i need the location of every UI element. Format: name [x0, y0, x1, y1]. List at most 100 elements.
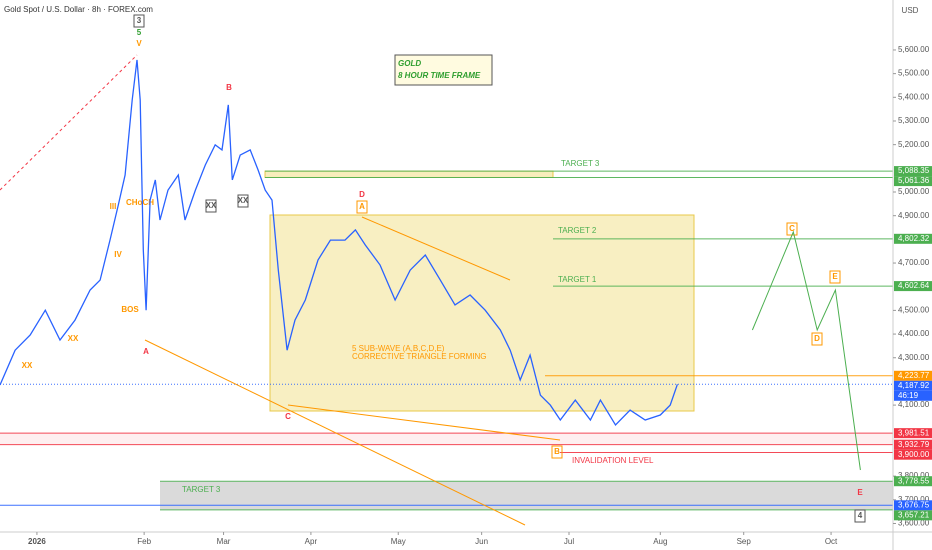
- y-tick-label: 4,700.00: [898, 258, 930, 267]
- y-tick-label: 5,400.00: [898, 92, 930, 101]
- price-label: 4,602.64: [898, 281, 930, 290]
- wave-label: 3: [137, 16, 142, 25]
- wave-label: 4: [858, 511, 863, 520]
- y-tick-label: 5,000.00: [898, 187, 930, 196]
- x-tick-label: Feb: [137, 537, 151, 546]
- wave-label: 5: [137, 28, 142, 37]
- price-label-box: [894, 166, 932, 177]
- y-tick-label: 3,600.00: [898, 519, 930, 528]
- wave-box: [829, 270, 841, 284]
- chart-title: Gold Spot / U.S. Dollar · 8h · FOREX.com: [4, 5, 153, 14]
- wave-box: [551, 445, 563, 459]
- wave-label: A: [143, 347, 149, 356]
- wave-label: E: [832, 272, 838, 281]
- countdown-box: [894, 390, 932, 401]
- price-label: 4,187.92: [898, 381, 930, 390]
- price-label: 3,900.00: [898, 450, 930, 459]
- wave-label: B: [226, 83, 232, 92]
- target-zone: [264, 170, 554, 178]
- x-tick-label: May: [391, 537, 406, 546]
- price-label-box: [894, 176, 932, 187]
- wave-label: CHoCH: [126, 198, 154, 207]
- price-label: 3,932.79: [898, 440, 930, 449]
- note-box: [394, 54, 493, 86]
- projection-line: [751, 230, 861, 471]
- x-tick-label: Jul: [564, 537, 574, 546]
- trend-line: [0, 54, 138, 191]
- countdown: 46:19: [898, 391, 919, 400]
- x-tick-label: Apr: [305, 537, 318, 546]
- x-tick-label: Mar: [217, 537, 231, 546]
- wave-label: C: [285, 412, 291, 421]
- wave-label: B: [554, 447, 560, 456]
- y-tick-label: 4,100.00: [898, 400, 930, 409]
- wave-box: [854, 509, 866, 523]
- price-label-box: [894, 370, 932, 381]
- price-label-box: [894, 510, 932, 521]
- annotation: TARGET 2: [558, 226, 597, 235]
- price-label: 3,778.55: [898, 476, 930, 485]
- x-tick-label: Aug: [653, 537, 667, 546]
- x-tick-label: Sep: [737, 537, 752, 546]
- wave-label: E: [857, 488, 863, 497]
- wave-label: XX: [22, 361, 33, 370]
- invalidation-zone: [0, 433, 893, 445]
- price-label: 5,061.36: [898, 176, 930, 185]
- annotation: 8 HOUR TIME FRAME: [398, 71, 481, 80]
- annotation: INVALIDATION LEVEL: [572, 456, 654, 465]
- wave-label: D: [814, 334, 820, 343]
- wave-label: A: [359, 202, 365, 211]
- y-tick-label: 4,500.00: [898, 306, 930, 315]
- price-label-box: [894, 476, 932, 487]
- price-label-box: [894, 449, 932, 460]
- y-tick-label: 5,200.00: [898, 140, 930, 149]
- wave-label: XX: [238, 196, 249, 205]
- price-label: 3,981.51: [898, 428, 930, 437]
- price-label: 3,676.75: [898, 500, 930, 509]
- y-tick-label: 3,700.00: [898, 495, 930, 504]
- annotation: CORRECTIVE TRIANGLE FORMING: [352, 352, 487, 361]
- x-tick-label: Oct: [825, 537, 838, 546]
- wave-label: XX: [206, 201, 217, 210]
- y-tick-label: 5,500.00: [898, 69, 930, 78]
- wave-box: [205, 199, 217, 213]
- annotation: TARGET 3: [182, 485, 221, 494]
- wave-label: BOS: [121, 305, 139, 314]
- price-label: 5,088.35: [898, 166, 930, 175]
- wave-label: V: [136, 39, 142, 48]
- y-tick-label: 4,400.00: [898, 329, 930, 338]
- price-label: 4,802.32: [898, 234, 930, 243]
- price-label: 4,223.77: [898, 371, 930, 380]
- y-tick-label: 4,900.00: [898, 211, 930, 220]
- wave-box: [237, 194, 249, 208]
- y-tick-label: 3,800.00: [898, 471, 930, 480]
- wave-label: C: [789, 224, 795, 233]
- price-label-box: [894, 233, 932, 244]
- price-label-box: [894, 281, 932, 292]
- trend-line: [287, 404, 561, 441]
- wave-box: [811, 332, 823, 346]
- wave-box: [133, 14, 145, 28]
- wave-label: XX: [68, 334, 79, 343]
- x-tick-label: Jun: [475, 537, 488, 546]
- wave-label: IV: [114, 250, 122, 259]
- price-label-box: [894, 428, 932, 439]
- price-label-box: [894, 500, 932, 511]
- wave-box: [356, 200, 368, 214]
- x-tick-label: 2026: [28, 537, 46, 546]
- price-label-box: [894, 380, 932, 391]
- y-tick-label: 5,600.00: [898, 45, 930, 54]
- trend-line: [144, 339, 526, 526]
- wave-label: D: [359, 190, 365, 199]
- price-label-box: [894, 439, 932, 450]
- price-label: 3,657.21: [898, 510, 930, 519]
- price-line-series: [0, 59, 679, 427]
- y-tick-label: 5,300.00: [898, 116, 930, 125]
- annotation: GOLD: [398, 59, 421, 68]
- trend-line: [361, 216, 511, 281]
- annotation: TARGET 1: [558, 275, 597, 284]
- axis-unit: USD: [902, 6, 919, 15]
- annotation: 5 SUB-WAVE (A,B,C,D,E): [352, 344, 445, 353]
